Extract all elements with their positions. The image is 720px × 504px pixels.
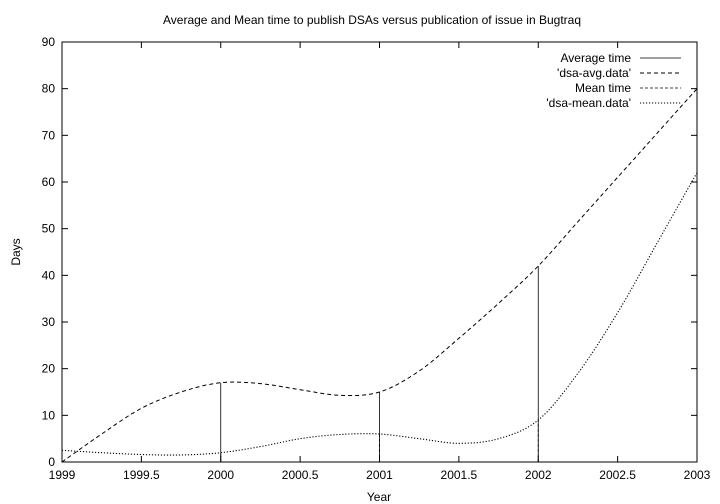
series-line	[61, 88, 698, 463]
legend: Average time'dsa-avg.data'Mean time'dsa-…	[546, 51, 681, 110]
y-tick-label: 70	[42, 128, 56, 142]
x-tick-label: 1999.5	[123, 468, 160, 482]
x-axis: 1999 1999.5 2000 2000.5 2001 2001.5 2002 2002.5…	[49, 42, 711, 482]
y-tick-label: 0	[48, 455, 55, 469]
x-tick-label: 2002.5	[599, 468, 636, 482]
x-tick-label: 2000.5	[282, 468, 319, 482]
x-tick-label: 2000	[207, 468, 234, 482]
x-tick-label: 2002	[525, 468, 552, 482]
series-layer	[61, 88, 698, 463]
x-tick-label: 2001.5	[441, 468, 478, 482]
y-axis: 0 10 20 30 40 50 60 70 80 90	[42, 35, 697, 469]
y-tick-label: 40	[42, 268, 56, 282]
y-tick-label: 80	[42, 82, 56, 96]
series-line	[61, 172, 698, 456]
series-0	[220, 88, 698, 462]
series-2	[61, 172, 698, 462]
y-tick-label: 20	[42, 362, 56, 376]
x-axis-label: Year	[367, 490, 391, 504]
series-3	[61, 172, 698, 456]
series-1	[61, 88, 698, 463]
legend-label: 'dsa-mean.data'	[546, 96, 631, 110]
y-tick-label: 30	[42, 315, 56, 329]
x-tick-label: 2001	[366, 468, 393, 482]
legend-label: Average time	[561, 51, 632, 65]
y-axis-label: Days	[9, 238, 23, 265]
legend-label: 'dsa-avg.data'	[557, 66, 631, 80]
x-tick-label: 1999	[49, 468, 76, 482]
x-tick-label: 2003	[684, 468, 711, 482]
y-tick-label: 50	[42, 222, 56, 236]
y-tick-label: 60	[42, 175, 56, 189]
y-tick-label: 90	[42, 35, 56, 49]
legend-label: Mean time	[575, 81, 631, 95]
chart-title: Average and Mean time to publish DSAs ve…	[163, 13, 581, 27]
y-tick-label: 10	[42, 408, 56, 422]
